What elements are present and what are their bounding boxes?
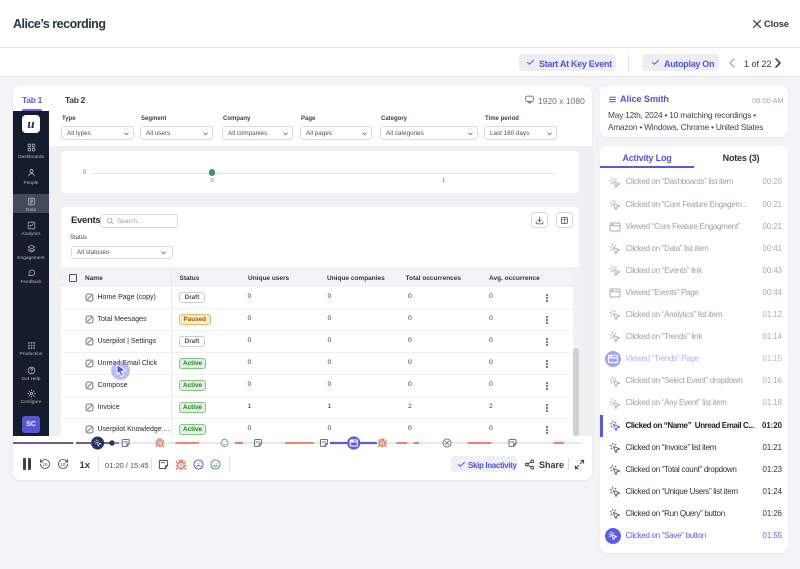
svg-text:10: 10	[43, 462, 48, 467]
svg-text:10: 10	[61, 462, 66, 467]
